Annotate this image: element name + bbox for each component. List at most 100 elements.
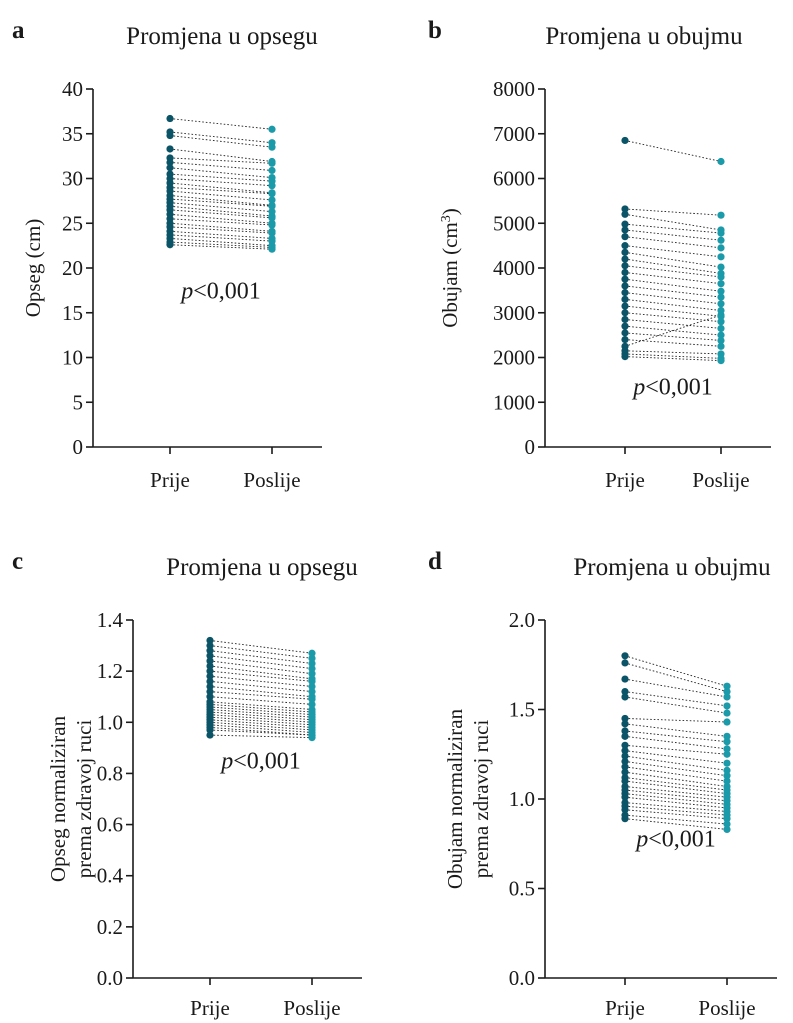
y-tick-label: 6000 bbox=[493, 167, 535, 191]
point-poslije bbox=[723, 766, 731, 774]
pair-line bbox=[624, 223, 722, 234]
pair-line bbox=[169, 222, 273, 232]
y-tick-label: 4000 bbox=[493, 256, 535, 280]
point-prije bbox=[621, 747, 629, 755]
point-prije bbox=[621, 268, 629, 277]
pair-line bbox=[209, 724, 313, 733]
point-poslije bbox=[717, 287, 725, 295]
point-poslije bbox=[723, 759, 731, 767]
point-prije bbox=[206, 688, 214, 696]
point-prije bbox=[621, 289, 629, 297]
pair-line bbox=[209, 709, 313, 718]
y-tick-label: 1000 bbox=[493, 390, 535, 414]
pair-line bbox=[169, 173, 273, 182]
point-poslije bbox=[723, 702, 731, 710]
pair-line bbox=[209, 645, 313, 659]
pair-line bbox=[169, 190, 273, 201]
point-poslije bbox=[723, 825, 731, 834]
y-tick-label: 2000 bbox=[493, 346, 535, 370]
pair-line bbox=[209, 719, 313, 728]
pair-line bbox=[209, 726, 313, 736]
y-tick-label: 0.2 bbox=[97, 915, 123, 939]
point-prije bbox=[621, 659, 629, 667]
pair-line bbox=[209, 721, 313, 731]
point-poslije bbox=[308, 654, 316, 662]
point-poslije bbox=[268, 202, 276, 210]
pair-line bbox=[209, 703, 313, 713]
point-prije bbox=[621, 815, 629, 823]
pair-line bbox=[209, 696, 313, 705]
pair-line bbox=[209, 691, 313, 700]
pair-line bbox=[624, 140, 722, 162]
pair-line bbox=[209, 729, 313, 736]
point-prije bbox=[621, 741, 629, 749]
y-tick-label: 5000 bbox=[493, 211, 535, 235]
pair-line bbox=[624, 750, 728, 764]
point-prije bbox=[621, 220, 629, 228]
point-prije bbox=[621, 688, 629, 696]
pair-line bbox=[169, 238, 273, 247]
pair-line bbox=[169, 230, 273, 239]
panel-letter: d bbox=[428, 548, 442, 575]
pair-line bbox=[624, 662, 728, 693]
pair-line bbox=[624, 350, 722, 355]
point-poslije bbox=[308, 649, 316, 657]
pair-line bbox=[209, 650, 313, 664]
pair-line bbox=[624, 305, 722, 317]
point-poslije bbox=[308, 670, 316, 678]
y-tick-label: 8000 bbox=[493, 77, 535, 101]
point-poslije bbox=[723, 815, 731, 823]
pair-line bbox=[624, 356, 722, 362]
point-prije bbox=[621, 720, 629, 728]
y-tick-label: 30 bbox=[62, 167, 83, 191]
pair-line bbox=[624, 292, 722, 305]
panel-letter: b bbox=[428, 17, 442, 44]
panels: a Promjena u opsegu 0 5 10 15 20 25 30 35 40 Prije P… bbox=[12, 17, 777, 1020]
p-value-annotation: p<0,001 bbox=[631, 375, 713, 401]
point-poslije bbox=[717, 293, 725, 301]
point-prije bbox=[206, 647, 214, 655]
point-poslije bbox=[717, 311, 725, 319]
pair-line bbox=[624, 796, 728, 809]
y-tick-label: 40 bbox=[62, 77, 83, 101]
point-poslije bbox=[308, 688, 316, 696]
point-prije bbox=[621, 315, 629, 324]
y-tick-label: 0 bbox=[73, 435, 84, 459]
point-prije bbox=[206, 677, 214, 685]
pair-line bbox=[209, 640, 313, 654]
point-prije bbox=[621, 282, 629, 290]
y-tick-label: 2.0 bbox=[509, 608, 535, 632]
point-poslije bbox=[268, 221, 276, 229]
pair-line bbox=[169, 118, 273, 130]
pair-line bbox=[624, 696, 728, 714]
point-poslije bbox=[268, 182, 276, 190]
point-poslije bbox=[268, 229, 276, 237]
point-prije bbox=[166, 164, 174, 172]
point-prije bbox=[621, 302, 629, 310]
point-poslije bbox=[717, 273, 725, 281]
point-poslije bbox=[717, 336, 725, 345]
pair-line bbox=[169, 157, 273, 164]
point-prije bbox=[621, 210, 629, 218]
pair-line bbox=[209, 665, 313, 680]
point-poslije bbox=[723, 709, 731, 717]
pair-line bbox=[624, 339, 722, 347]
pair-line bbox=[169, 234, 273, 242]
pair-line bbox=[209, 686, 313, 698]
point-prije bbox=[206, 641, 214, 650]
point-poslije bbox=[268, 143, 276, 151]
point-prije bbox=[621, 295, 629, 303]
paired-observations bbox=[166, 114, 276, 253]
point-prije bbox=[166, 131, 174, 140]
x-tick-label-prije: Prije bbox=[150, 468, 190, 492]
point-poslije bbox=[308, 664, 316, 673]
pair-line bbox=[624, 755, 728, 771]
pair-line bbox=[624, 760, 728, 777]
pair-line bbox=[169, 135, 273, 148]
point-poslije bbox=[308, 682, 316, 691]
p-value-annotation: p<0,001 bbox=[179, 278, 261, 304]
pair-line bbox=[209, 714, 313, 723]
point-poslije bbox=[717, 211, 725, 219]
point-prije bbox=[621, 262, 629, 270]
point-prije bbox=[206, 682, 214, 691]
